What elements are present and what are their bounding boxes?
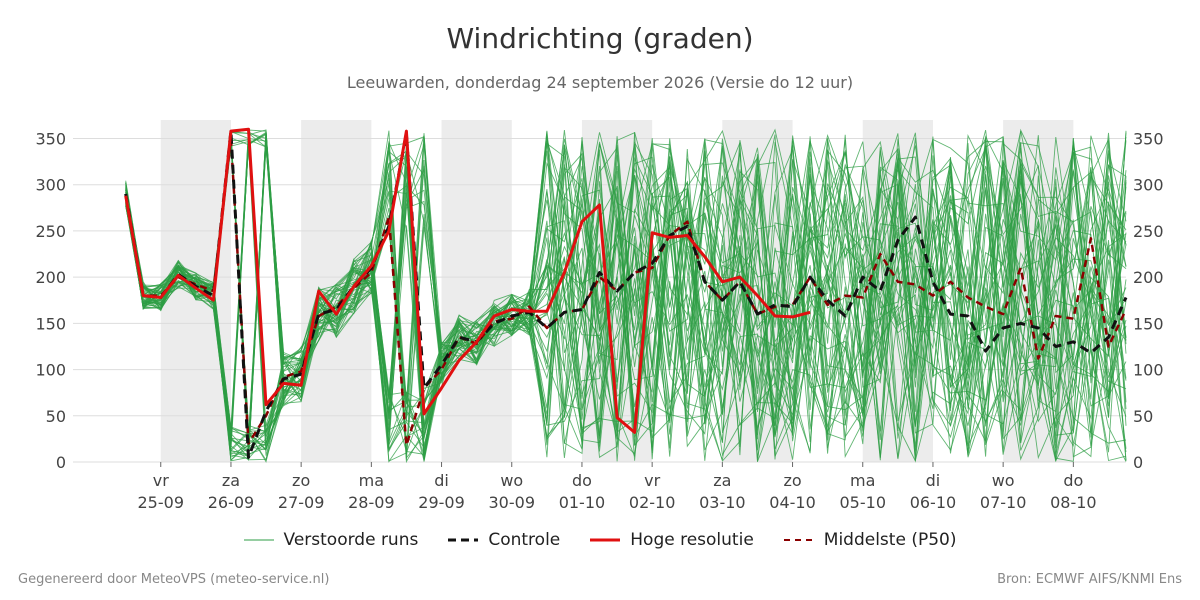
y-tick-label: 100: [35, 361, 66, 380]
legend-item-ensemble: Verstoorde runs: [243, 530, 419, 550]
chart-title: Windrichting (graden): [446, 22, 754, 55]
legend: Verstoorde runs Controle Hoge resolutie …: [0, 530, 1200, 550]
x-tick-day: do: [572, 471, 592, 490]
x-tick-date: 08-10: [1050, 493, 1097, 512]
x-tick-day: di: [434, 471, 449, 490]
x-tick-day: di: [926, 471, 941, 490]
y-axis-left: 0 50 100 150 200 250 300 350: [35, 129, 66, 472]
y-tick-label: 300: [35, 176, 66, 195]
y-tick-label: 350: [35, 129, 66, 148]
x-tick-date: 03-10: [699, 493, 746, 512]
y-tick-label: 250: [35, 222, 66, 241]
y-tick-label-right: 0: [1133, 453, 1143, 472]
x-tick-day: wo: [992, 471, 1015, 490]
night-shade: [441, 120, 512, 462]
x-tick-date: 30-09: [489, 493, 536, 512]
x-tick-date: 02-10: [629, 493, 676, 512]
legend-label-control: Controle: [488, 530, 561, 550]
chart-subtitle: Leeuwarden, donderdag 24 september 2026 …: [346, 73, 854, 92]
x-tick-day: za: [222, 471, 240, 490]
y-axis-right: 0 50 100 150 200 250 300 350: [1133, 129, 1164, 472]
median-line: [124, 137, 1128, 447]
legend-item-median: Middelste (P50): [783, 530, 957, 550]
legend-item-control: Controle: [448, 530, 560, 550]
y-tick-label-right: 150: [1133, 314, 1164, 333]
highres-line: [124, 127, 811, 434]
x-tick-day: ma: [359, 471, 384, 490]
x-tick-date: 25-09: [138, 493, 185, 512]
x-tick-date: 26-09: [208, 493, 255, 512]
y-tick-label-right: 250: [1133, 222, 1164, 241]
x-tick-day: wo: [500, 471, 523, 490]
footer-generator: Gegenereerd door MeteoVPS (meteo-service…: [18, 572, 330, 587]
legend-label-ensemble: Verstoorde runs: [283, 530, 419, 550]
ensemble-run: [125, 130, 1127, 462]
x-tick-day: zo: [292, 471, 310, 490]
x-axis: vr 25-09 za 26-09 zo 27-09 ma 28-09 di 29-09 wo 30-…: [138, 462, 1097, 512]
y-tick-label: 200: [35, 268, 66, 287]
x-tick-day: zo: [783, 471, 801, 490]
y-tick-label: 150: [35, 314, 66, 333]
y-tick-label: 0: [56, 453, 66, 472]
legend-swatch-median: [783, 539, 814, 541]
legend-swatch-control: [448, 538, 479, 542]
ensemble-run: [125, 129, 1127, 452]
y-tick-label-right: 200: [1133, 268, 1164, 287]
legend-item-highres: Hoge resolutie: [590, 530, 754, 550]
legend-label-median: Middelste (P50): [823, 530, 957, 550]
legend-label-highres: Hoge resolutie: [630, 530, 754, 550]
x-tick-day: za: [713, 471, 731, 490]
y-tick-label-right: 50: [1133, 407, 1153, 426]
legend-swatch-highres: [590, 538, 621, 542]
y-tick-label-right: 350: [1133, 129, 1164, 148]
footer-source: Bron: ECMWF AIFS/KNMI Ens: [997, 572, 1182, 587]
ensemble-run: [125, 132, 1127, 461]
y-tick-label: 50: [46, 407, 66, 426]
x-tick-date: 04-10: [769, 493, 816, 512]
y-tick-label-right: 300: [1133, 176, 1164, 195]
x-tick-date: 05-10: [840, 493, 887, 512]
x-tick-date: 28-09: [348, 493, 395, 512]
ensemble-run: [125, 130, 1127, 460]
ensemble-run: [125, 129, 1127, 461]
x-tick-date: 01-10: [559, 493, 606, 512]
x-tick-date: 27-09: [278, 493, 325, 512]
x-tick-day: vr: [644, 471, 660, 490]
main-series: [124, 127, 1128, 459]
ensemble-run: [125, 133, 1127, 458]
x-tick-date: 07-10: [980, 493, 1027, 512]
x-tick-day: do: [1063, 471, 1083, 490]
x-tick-date: 06-10: [910, 493, 957, 512]
y-tick-label-right: 100: [1133, 361, 1164, 380]
ensemble-runs: [125, 128, 1127, 464]
x-tick-day: ma: [850, 471, 875, 490]
x-tick-day: vr: [153, 471, 169, 490]
legend-swatch-ensemble: [243, 539, 274, 541]
x-tick-date: 29-09: [418, 493, 465, 512]
